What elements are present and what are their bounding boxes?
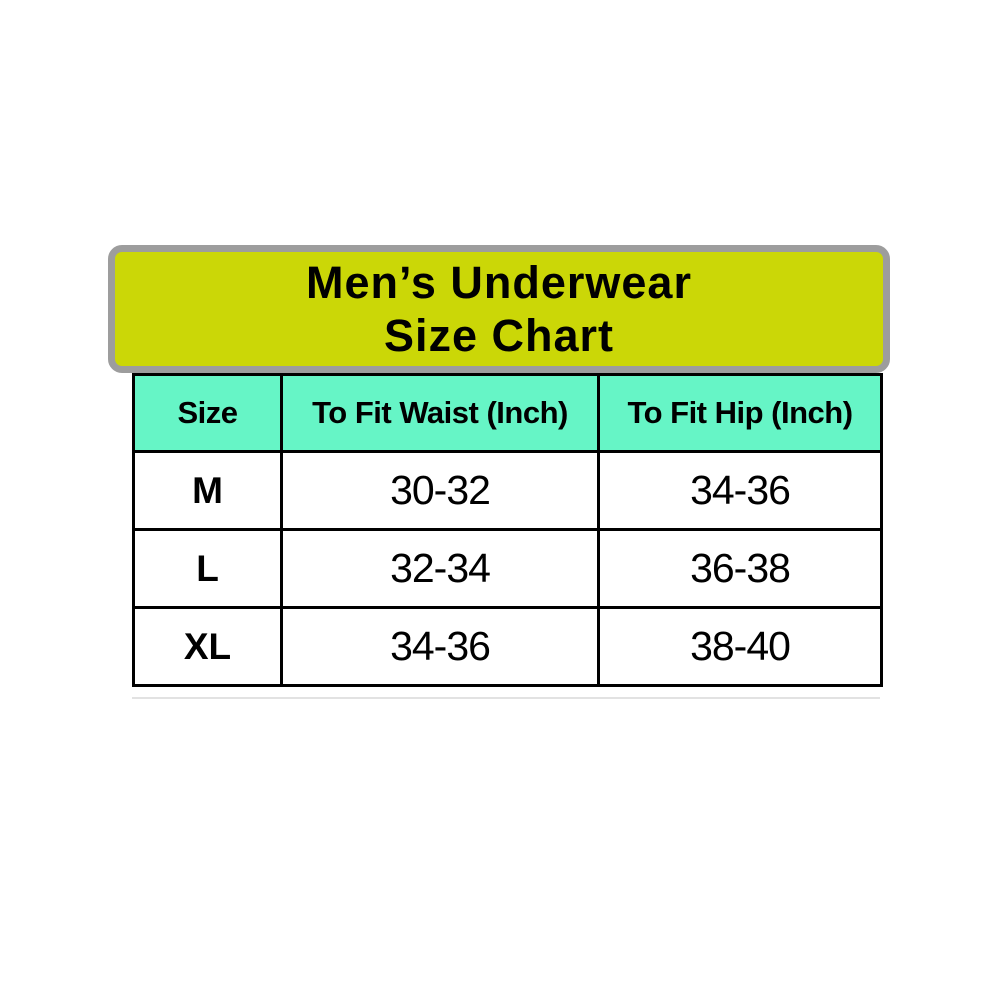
size-chart-table: Size To Fit Waist (Inch) To Fit Hip (Inc… [132, 373, 883, 687]
cell-hip-xl: 38-40 [597, 606, 883, 687]
cell-size-m: M [132, 450, 283, 531]
cell-waist-l: 32-34 [280, 528, 600, 609]
cell-size-l: L [132, 528, 283, 609]
title-line-1: Men’s Underwear [306, 257, 692, 308]
cell-waist-xl: 34-36 [280, 606, 600, 687]
table-row: L 32-34 36-38 [132, 528, 883, 609]
cell-waist-m: 30-32 [280, 450, 600, 531]
header-hip: To Fit Hip (Inch) [597, 373, 883, 453]
title-line-2: Size Chart [383, 310, 615, 361]
title-banner: Men’s Underwear Size Chart [108, 245, 890, 373]
cell-hip-m: 34-36 [597, 450, 883, 531]
header-row: Size To Fit Waist (Inch) To Fit Hip (Inc… [132, 373, 883, 453]
table-row: XL 34-36 38-40 [132, 606, 883, 687]
header-size: Size [132, 373, 283, 453]
table-row: M 30-32 34-36 [132, 450, 883, 531]
cell-hip-l: 36-38 [597, 528, 883, 609]
header-waist: To Fit Waist (Inch) [280, 373, 600, 453]
cell-size-xl: XL [132, 606, 283, 687]
cropped-gridline [132, 697, 880, 699]
